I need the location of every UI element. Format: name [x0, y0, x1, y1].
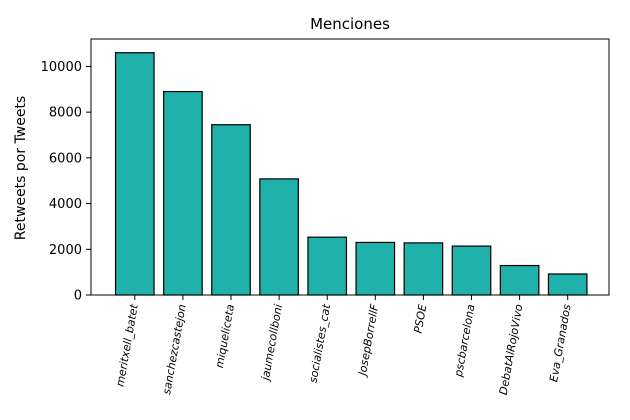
- x-tick-label: JosepBorrellF: [356, 303, 382, 379]
- x-tick-label: socialistes_cat: [307, 303, 334, 384]
- plot-frame: [90, 38, 610, 296]
- bar-PSOE: [403, 242, 444, 296]
- y-tick-label: 6000: [49, 151, 82, 166]
- bars: [114, 52, 588, 296]
- x-tick-label: DebatAlRojoVivo: [497, 303, 526, 396]
- y-ticks: 0 2000 4000 6000 8000 10000: [41, 60, 91, 304]
- x-tick-label: PSOE: [411, 303, 429, 334]
- y-tick-label: 0: [74, 289, 82, 304]
- y-tick-label: 4000: [49, 197, 82, 212]
- bar-Eva_Granados: [547, 273, 588, 296]
- x-tick-label: meritxell_batet: [113, 303, 140, 388]
- y-tick-label: 2000: [49, 243, 82, 258]
- x-tick-label: Eva_Granados: [547, 303, 574, 383]
- bar-DebatAlRojoVivo: [499, 264, 540, 296]
- y-tick-label: 8000: [49, 106, 82, 121]
- bar-socialistes_cat: [307, 236, 348, 296]
- bar-JosepBorrellF: [355, 241, 396, 296]
- y-tick-label: 10000: [41, 60, 82, 75]
- chart-title: Menciones: [310, 15, 390, 33]
- x-tick-label: sanchezcastejon: [160, 303, 189, 395]
- bar-meritxell_batet: [114, 52, 155, 296]
- bar-sanchezcastejon: [163, 90, 203, 296]
- bar-miqueliceta: [211, 124, 251, 296]
- bar-jaumecollboni: [259, 178, 299, 296]
- y-axis-label: Retweets por Tweets: [13, 96, 29, 240]
- x-ticks: meritxell_batet sanchezcastejon miquelicet…: [113, 295, 574, 396]
- x-tick-label: pscbarcelona: [452, 303, 478, 379]
- bar-pscbarcelona: [451, 245, 492, 296]
- x-tick-label: miqueliceta: [213, 303, 237, 369]
- x-tick-label: jaumecollboni: [259, 303, 286, 383]
